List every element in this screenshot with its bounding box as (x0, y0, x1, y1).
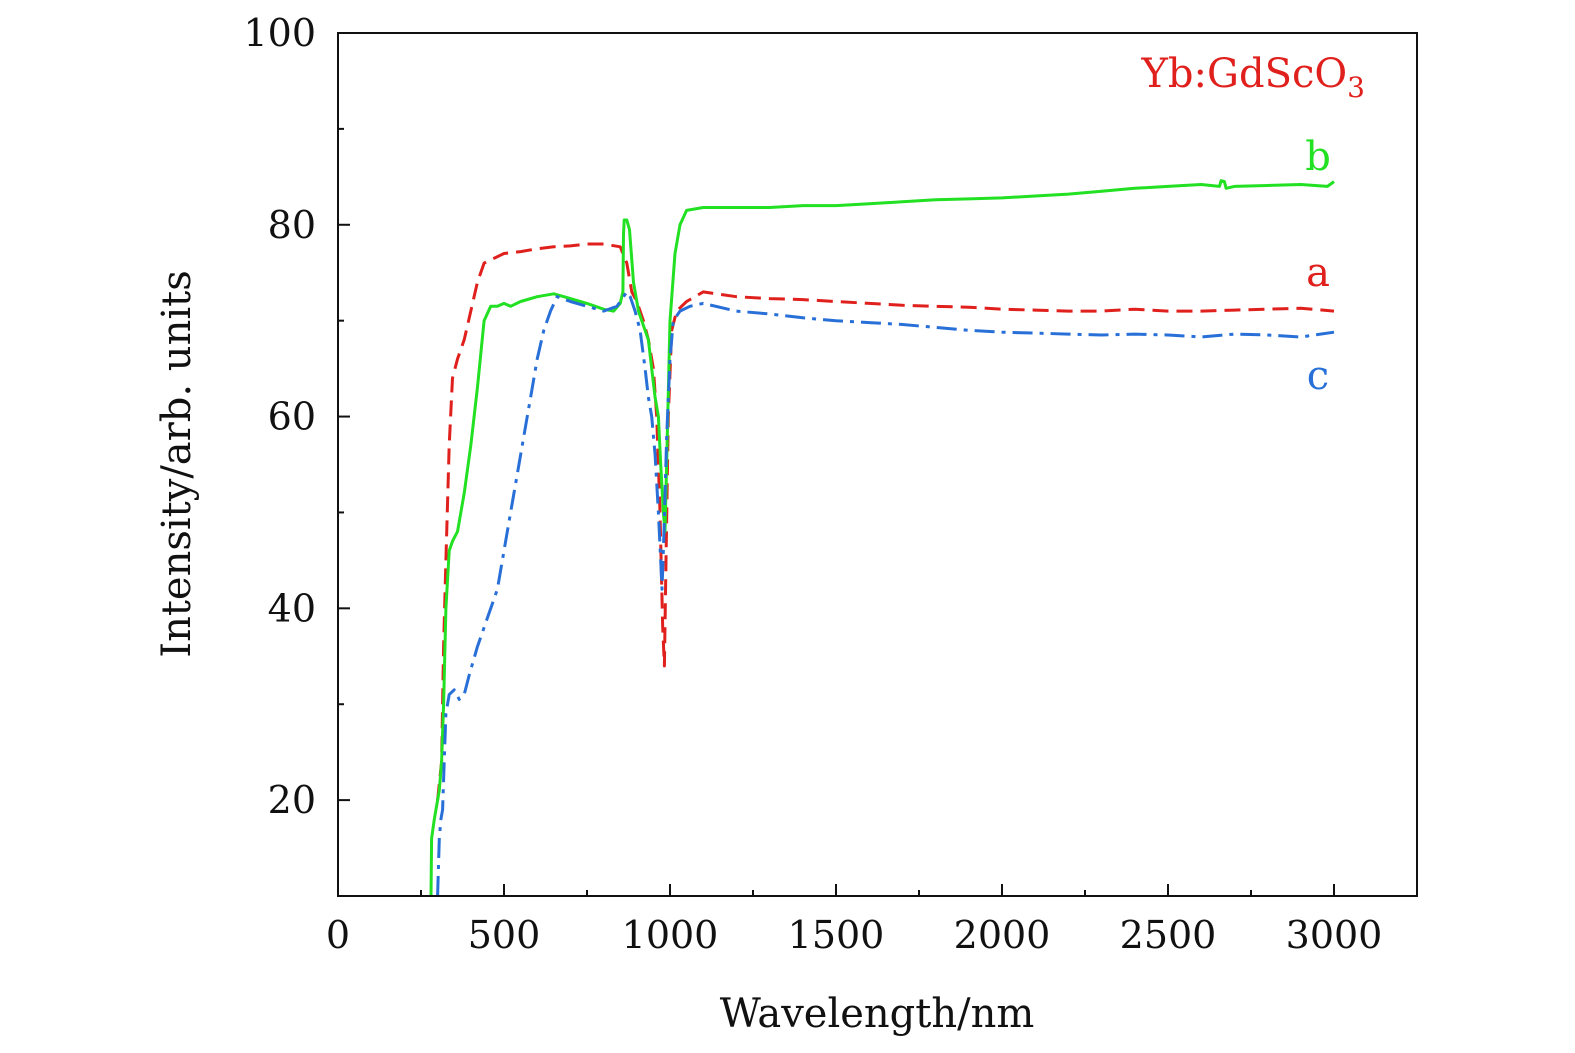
series-a-line (436, 242, 1335, 801)
series-label-c: c (1307, 353, 1329, 399)
y-tick-label: 60 (268, 395, 316, 439)
y-tick-label: 40 (268, 586, 316, 630)
chart-annotation: Yb:GdScO3 (1141, 51, 1365, 104)
x-tick-label: 0 (326, 913, 350, 957)
y-axis: 20 40 60 80 100 (243, 11, 350, 897)
x-tick-label: 1500 (788, 913, 885, 957)
series-b-line (429, 179, 1335, 897)
y-axis-title: Intensity/arb. units (154, 270, 200, 657)
chart-annotation-subscript: 3 (1347, 71, 1365, 104)
x-axis-title: Wavelength/nm (720, 991, 1035, 1037)
y-tick-label: 100 (243, 11, 316, 55)
y-tick-label: 20 (268, 778, 316, 822)
x-tick-label: 3000 (1286, 913, 1383, 957)
series-label-b: b (1305, 134, 1331, 180)
x-tick-label: 2500 (1120, 913, 1217, 957)
x-axis: 0 500 1000 1500 2000 2500 3000 (326, 884, 1382, 957)
y-tick-label: 80 (268, 203, 316, 247)
series-labels: a b c (1305, 134, 1331, 399)
x-tick-label: 1000 (622, 913, 719, 957)
series-c-line (436, 290, 1335, 897)
series-label-a: a (1306, 250, 1330, 296)
chart-annotation-main: Yb:GdScO (1141, 51, 1348, 97)
x-tick-label: 500 (468, 913, 541, 957)
plot-frame (337, 32, 1418, 897)
x-tick-label: 2000 (954, 913, 1051, 957)
plot-series (429, 179, 1335, 897)
